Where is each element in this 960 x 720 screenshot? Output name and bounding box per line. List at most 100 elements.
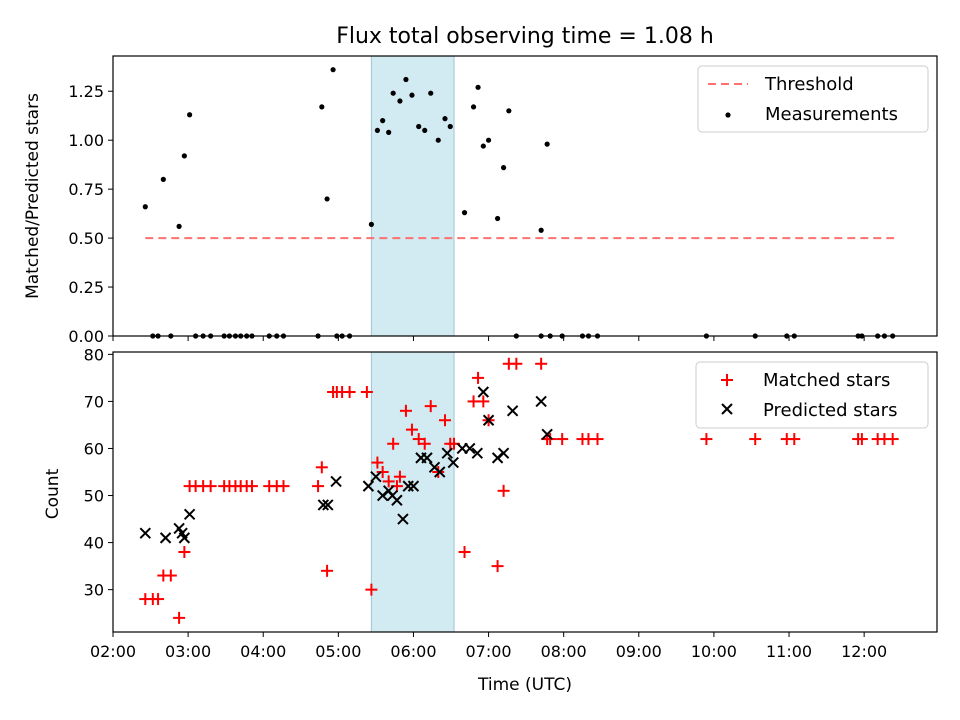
measurement-point xyxy=(500,165,507,171)
highlight-span xyxy=(370,55,455,337)
predicted-star-stroke-b xyxy=(317,499,330,511)
legend-measurements-label: Measurements xyxy=(765,104,898,125)
measurement-point xyxy=(416,123,422,130)
matched-star-point xyxy=(510,357,523,370)
y-tick-label: 0.00 xyxy=(68,327,104,346)
x-tick-label: 03:00 xyxy=(165,642,211,661)
measurement-point xyxy=(485,137,492,143)
predicted-stars-points xyxy=(139,386,553,544)
highlight-span xyxy=(370,351,455,633)
predicted-star-stroke-b xyxy=(322,499,334,511)
legend-frame xyxy=(695,361,929,429)
y-tick-label: 70 xyxy=(84,392,104,411)
predicted-star-stroke-b xyxy=(535,395,547,408)
matched-star-point xyxy=(556,433,569,446)
predicted-star-stroke-b xyxy=(477,386,490,398)
predicted-star-point xyxy=(506,405,519,417)
predicted-star-point xyxy=(362,480,375,492)
x-tick-label: 06:00 xyxy=(390,642,436,661)
y-tick-label: 50 xyxy=(84,487,104,506)
x-tick-label: 12:00 xyxy=(841,642,887,661)
predicted-star-stroke-b xyxy=(362,480,375,492)
legend-predicted-label: Predicted stars xyxy=(763,400,897,421)
matched-star-point xyxy=(365,583,378,596)
measurement-point xyxy=(538,227,544,233)
count-panel: 30 40 50 60 70 80 02:00 03:00 04:00 05:00 06:00 07… xyxy=(43,345,938,695)
measurement-point xyxy=(470,104,477,110)
matched-stars-points xyxy=(139,357,899,624)
predicted-star-point xyxy=(447,456,459,469)
measurement-point xyxy=(475,84,481,90)
predicted-star-stroke-b xyxy=(464,442,476,455)
measurement-point xyxy=(330,67,336,73)
predicted-star-stroke-b xyxy=(506,405,519,417)
matched-star-point xyxy=(855,433,868,446)
matched-star-point xyxy=(544,433,557,446)
measurement-point xyxy=(386,129,392,135)
y-tick-label: 1.00 xyxy=(68,131,104,150)
matched-star-point xyxy=(886,433,899,446)
legend-matched-swatch xyxy=(721,374,733,386)
predicted-star-stroke-b xyxy=(173,522,185,535)
predicted-star-point xyxy=(178,532,191,544)
predicted-star-point xyxy=(421,452,433,464)
predicted-star-point xyxy=(477,386,490,398)
predicted-star-stroke-b xyxy=(370,470,382,483)
predicted-star-point xyxy=(159,532,172,544)
x-axis: 02:00 03:00 04:00 05:00 06:00 07:00 08:00 09:00… xyxy=(90,632,887,661)
x-axis-ticks xyxy=(112,336,865,341)
x-tick-label: 08:00 xyxy=(541,642,587,661)
predicted-star-point xyxy=(407,480,420,492)
matched-star-point xyxy=(360,386,373,398)
matched-star-point xyxy=(164,569,177,582)
matched-star-point xyxy=(497,484,510,497)
ratio-panel: 0.00 0.25 0.50 0.75 1.00 1.25 Matched/Predict… xyxy=(23,55,938,346)
predicted-star-stroke-b xyxy=(391,494,403,506)
x-tick-label: 02:00 xyxy=(90,642,136,661)
matched-star-point xyxy=(405,423,418,436)
measurement-point xyxy=(374,127,381,134)
measurement-point xyxy=(397,98,403,104)
matched-star-point xyxy=(458,546,471,558)
measurement-points xyxy=(142,67,896,339)
x-axis-label: Time (UTC) xyxy=(477,675,572,695)
measurement-point xyxy=(380,118,386,124)
x-tick-label: 04:00 xyxy=(240,642,286,661)
chart-title: Flux total observing time = 1.08 h xyxy=(336,24,714,49)
legend-measurements-swatch xyxy=(725,112,731,118)
measurement-point xyxy=(368,221,374,227)
matched-star-point xyxy=(343,386,356,398)
predicted-star-point xyxy=(397,513,409,525)
predicted-star-point xyxy=(541,428,553,441)
matched-star-point xyxy=(376,466,389,478)
matched-star-point xyxy=(472,371,485,384)
measurement-point xyxy=(461,210,468,216)
measurement-point xyxy=(435,137,441,143)
matched-star-point xyxy=(477,395,490,408)
y-tick-label: 60 xyxy=(84,439,104,458)
measurement-point xyxy=(319,104,325,110)
measurement-point xyxy=(181,153,187,159)
predicted-star-stroke-b xyxy=(330,475,342,488)
predicted-star-stroke-b xyxy=(178,532,191,544)
predicted-star-point xyxy=(322,499,334,511)
y-tick-label: 0.75 xyxy=(68,180,104,199)
predicted-star-point xyxy=(370,470,382,483)
matched-star-point xyxy=(399,404,412,417)
matched-star-point xyxy=(312,480,325,493)
matched-star-point xyxy=(439,414,452,427)
matched-star-point xyxy=(700,433,713,446)
matched-star-point xyxy=(315,461,328,474)
legend: Matched stars Predicted stars xyxy=(695,361,929,429)
matched-star-point xyxy=(245,480,258,493)
x-tick-label: 05:00 xyxy=(315,642,361,661)
matched-star-point xyxy=(591,433,604,446)
matched-star-point xyxy=(277,480,290,493)
legend: Threshold Measurements xyxy=(697,65,929,133)
matched-star-point xyxy=(749,433,762,446)
measurement-point xyxy=(544,141,550,147)
predicted-star-stroke-b xyxy=(139,527,152,539)
y-tick-label: 40 xyxy=(84,534,104,553)
matched-star-point xyxy=(173,611,186,624)
